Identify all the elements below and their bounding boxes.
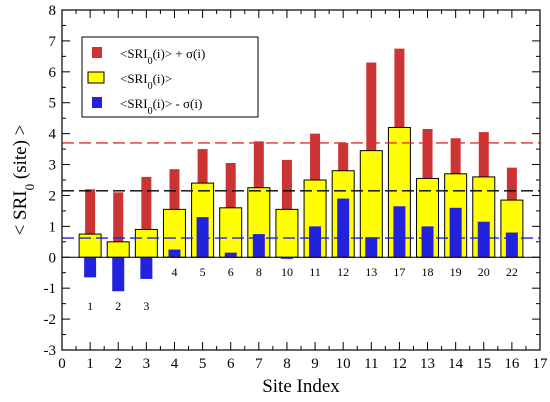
- x-tick-label: 7: [255, 356, 263, 372]
- bar-series3-site-8: [280, 257, 293, 259]
- bar-series3-site-10: [337, 198, 350, 258]
- site-label-1: 1: [87, 299, 93, 313]
- bars-layer: [78, 48, 524, 292]
- reference-lines-layer: [62, 142, 540, 239]
- bar-series1-site-8: [281, 159, 292, 258]
- x-tick-label: 9: [311, 356, 319, 372]
- y-tick-label: -1: [44, 281, 57, 297]
- y-tick-label: 0: [49, 250, 57, 266]
- site-label-20: 20: [478, 265, 490, 279]
- site-label-3: 3: [143, 299, 149, 313]
- x-tick-label: 16: [504, 356, 520, 372]
- bar-series3-site-15: [477, 221, 490, 258]
- bar-series3-site-3: [140, 257, 153, 279]
- site-label-17: 17: [393, 265, 405, 279]
- legend-swatch-2: [87, 71, 105, 84]
- y-axis-title: < SRI0 (site) >: [10, 125, 37, 236]
- site-label-5: 5: [200, 265, 206, 279]
- bar-series1-site-1: [85, 189, 96, 258]
- x-tick-label: 12: [392, 356, 407, 372]
- x-tick-label: 5: [199, 356, 207, 372]
- bar-series2-site-6: [219, 207, 243, 258]
- x-axis-title: Site Index: [262, 376, 340, 397]
- y-tick-label: 8: [49, 3, 57, 19]
- bar-series3-site-14: [449, 207, 462, 258]
- bar-series1-site-2: [113, 192, 124, 258]
- y-tick-label: 2: [49, 188, 57, 204]
- y-tick-label: 6: [49, 65, 57, 81]
- x-tick-label: 14: [448, 356, 464, 372]
- site-label-10: 10: [281, 265, 293, 279]
- y-tick-label: 7: [49, 34, 57, 50]
- bar-series2-site-3: [134, 228, 158, 258]
- x-tick-label: 15: [476, 356, 491, 372]
- bar-series3-site-2: [112, 257, 125, 292]
- legend-box: [81, 36, 259, 118]
- legend-label-1: <SRI0(i)> + σ(i): [120, 46, 205, 67]
- site-label-6: 6: [228, 265, 234, 279]
- site-label-19: 19: [450, 265, 462, 279]
- bar-series3-site-4: [168, 249, 181, 258]
- legend-swatch-3: [92, 97, 102, 108]
- bar-series2-site-8: [275, 208, 299, 258]
- site-label-2: 2: [115, 299, 121, 313]
- bar-series3-site-7: [252, 234, 265, 258]
- bar-series3-site-13: [421, 226, 434, 258]
- x-tick-label: 13: [420, 356, 435, 372]
- x-tick-label: 1: [86, 356, 94, 372]
- bar-series1-site-3: [141, 176, 152, 258]
- bar-series3-site-5: [196, 217, 209, 258]
- site-labels-layer: 1 2 34 5 6 8 10 11 12 13 17 18 19 20 22: [87, 265, 518, 313]
- site-label-13: 13: [365, 265, 377, 279]
- y-tick-label: 3: [49, 158, 57, 174]
- x-tick-label: 6: [227, 356, 235, 372]
- bar-series3-site-9: [309, 226, 322, 258]
- bar-series3-site-12: [393, 206, 406, 258]
- x-tick-label: 10: [336, 356, 351, 372]
- site-label-4: 4: [171, 265, 177, 279]
- site-label-18: 18: [422, 265, 434, 279]
- x-tick-label: 0: [58, 356, 66, 372]
- legend-label-2: <SRI0(i)>: [120, 71, 172, 92]
- site-label-11: 11: [309, 265, 321, 279]
- bar-series3-site-16: [505, 232, 518, 258]
- axes-layer: [61, 9, 541, 351]
- site-label-22: 22: [506, 265, 518, 279]
- x-tick-label: 4: [171, 356, 179, 372]
- legend-label-3: <SRI0(i)> - σ(i): [120, 96, 202, 117]
- x-tick-label: 2: [114, 356, 122, 372]
- bar-series2-site-2: [106, 241, 130, 258]
- y-tick-label: 5: [49, 96, 57, 112]
- x-tick-label: 3: [143, 356, 151, 372]
- site-label-12: 12: [337, 265, 349, 279]
- y-tick-label: 1: [49, 219, 57, 235]
- x-tick-label: 8: [283, 356, 291, 372]
- site-label-8: 8: [256, 265, 262, 279]
- tick-labels-layer: 0 1 2 3 4 5 6 7 8 9 10 11 12 13 14 15 16 17-3-2-101234567…: [44, 3, 549, 372]
- x-tick-label: 11: [364, 356, 378, 372]
- legend: <SRI0(i)> + σ(i) <SRI0(i)> <SRI0(i)> - σ(i…: [81, 36, 259, 118]
- y-tick-label: -3: [44, 343, 57, 359]
- y-tick-label: -2: [44, 312, 57, 328]
- bar-series3-site-11: [365, 237, 378, 258]
- bar-series3-site-6: [224, 252, 237, 258]
- x-tick-label: 17: [533, 356, 549, 372]
- legend-swatch-1: [92, 47, 102, 58]
- y-tick-label: 4: [49, 127, 57, 143]
- bar-series3-site-1: [84, 257, 97, 278]
